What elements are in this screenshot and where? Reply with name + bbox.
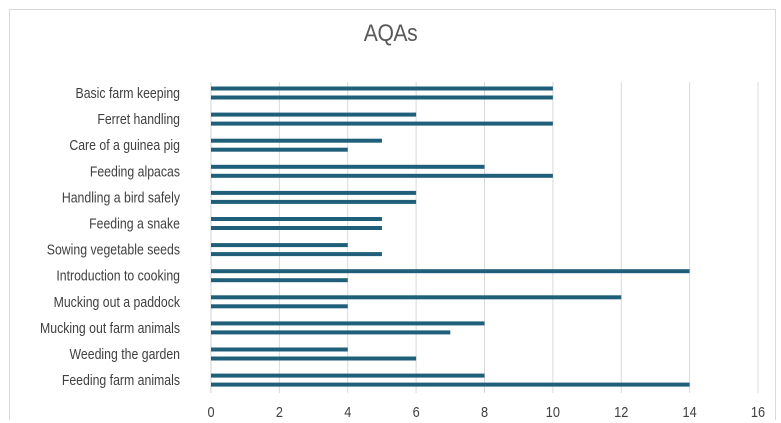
x-tick-label: 4 [344,403,351,420]
bar-series1-2 [211,112,417,117]
grid-lines [210,82,759,393]
bar-series1-10 [211,321,485,326]
bar-series1-6 [211,217,382,221]
chart-title: AQAs [363,20,418,47]
category-label: Feeding farm animals [62,372,180,388]
x-tick-label: 10 [546,403,560,420]
bar-series1-9 [211,295,622,300]
bar-series2-11 [211,356,417,361]
bar-series1-12 [211,373,485,378]
bar-series2-9 [211,304,348,309]
category-label: Weeding the garden [70,346,180,362]
bar-series2-1 [211,95,553,100]
category-label: Introduction to cooking [56,268,180,284]
category-label: Basic farm keeping [76,85,180,101]
bar-series1-4 [211,164,485,169]
category-label: Sowing vegetable seeds [47,241,180,257]
bar-series1-5 [211,190,417,195]
category-label: Mucking out a paddock [54,294,181,310]
x-tick-label: 2 [276,403,283,420]
bars [211,86,690,387]
x-tick-label: 6 [413,403,420,420]
category-label: Feeding a snake [89,215,180,231]
x-tick-label: 14 [683,403,697,420]
bar-series1-8 [211,269,690,274]
bar-series2-6 [211,226,382,230]
bar-series2-10 [211,330,451,335]
bar-series2-7 [211,252,382,257]
category-label: Care of a guinea pig [69,137,180,153]
bar-series2-8 [211,278,348,283]
bar-series2-3 [211,147,348,152]
bar-series1-1 [211,86,553,91]
bar-series2-12 [211,382,690,387]
category-label: Ferret handling [97,111,180,127]
chart-area [9,9,776,420]
category-label: Feeding alpacas [90,163,180,179]
bar-series1-11 [211,347,348,352]
bar-series2-2 [211,121,553,126]
bar-series2-5 [211,199,417,204]
category-label: Handling a bird safely [62,189,180,205]
x-tick-label: 12 [614,403,628,420]
bar-series2-4 [211,173,553,178]
bar-series1-3 [211,138,382,143]
x-tick-labels: 0 2 4 6 8 10 12 14 16 [207,403,765,420]
category-labels: Basic farm keeping Ferret handling Care of… [40,85,180,389]
x-tick-label: 8 [481,403,488,420]
x-tick-label: 0 [207,403,214,420]
x-tick-label: 16 [751,403,765,420]
category-label: Mucking out farm animals [40,320,180,336]
bar-series1-7 [211,243,348,248]
